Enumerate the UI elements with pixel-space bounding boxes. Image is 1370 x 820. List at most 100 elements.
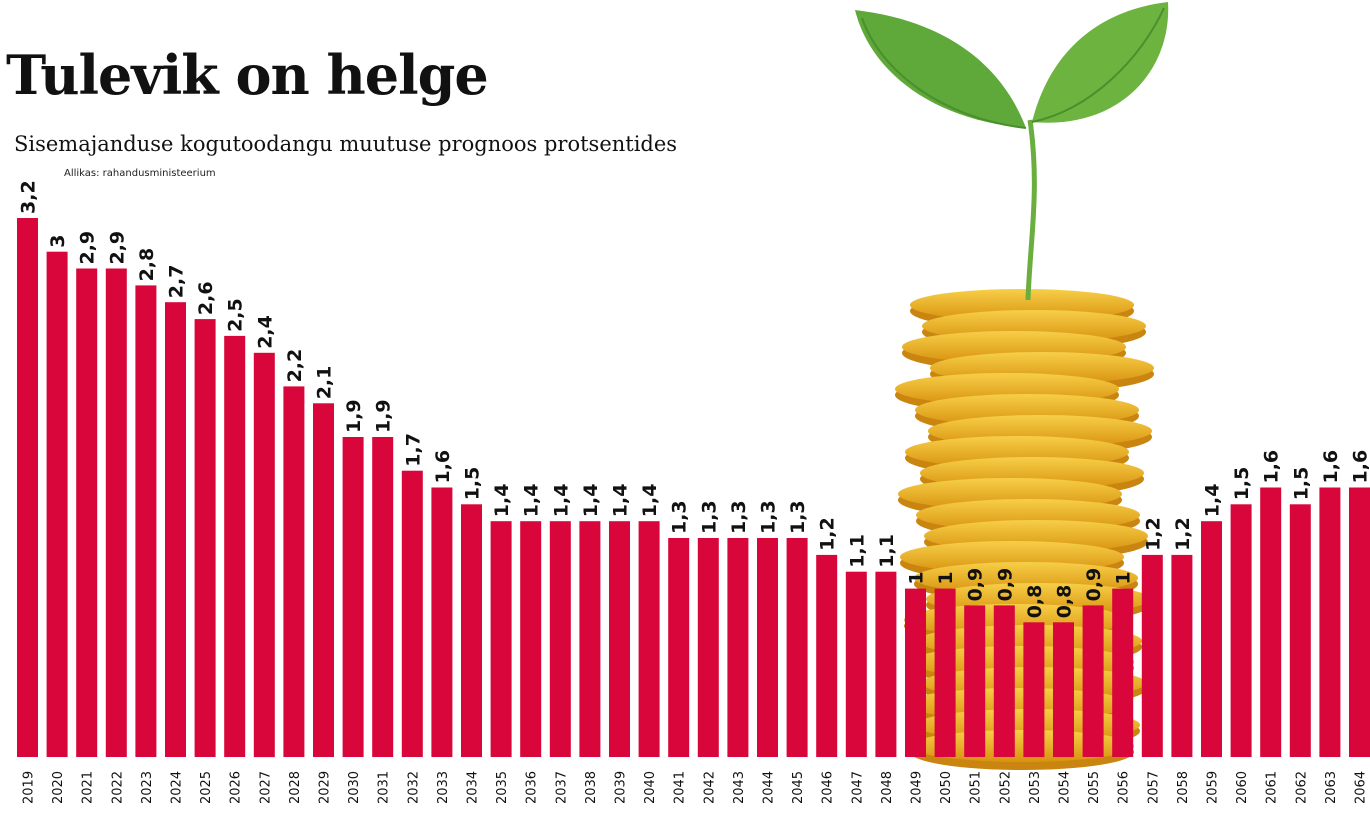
bar-2047 bbox=[845, 571, 867, 757]
value-label-2030: 1,9 bbox=[343, 399, 365, 433]
value-label-2063: 1,6 bbox=[1320, 450, 1342, 484]
x-tick-2054: 2054 bbox=[1058, 771, 1073, 804]
x-tick-2036: 2036 bbox=[525, 771, 540, 804]
value-label-2052: 0,9 bbox=[994, 568, 1016, 602]
x-tick-2048: 2048 bbox=[880, 771, 895, 804]
bar-2058 bbox=[1171, 554, 1193, 757]
value-label-2060: 1,5 bbox=[1231, 467, 1253, 501]
value-label-2055: 0,9 bbox=[1083, 568, 1105, 602]
bar-2049 bbox=[905, 588, 926, 757]
value-label-2051: 0,9 bbox=[965, 568, 987, 602]
bar-2062 bbox=[1289, 504, 1311, 757]
value-label-2056: 1 bbox=[1113, 571, 1135, 584]
x-tick-2039: 2039 bbox=[614, 771, 629, 804]
value-label-2057: 1,2 bbox=[1142, 517, 1164, 551]
x-tick-2059: 2059 bbox=[1206, 771, 1221, 804]
bar-2059 bbox=[1201, 521, 1222, 757]
value-label-2028: 2,2 bbox=[284, 349, 306, 383]
x-tick-2042: 2042 bbox=[702, 771, 717, 804]
value-label-2041: 1,3 bbox=[669, 500, 691, 534]
value-label-2021: 2,9 bbox=[77, 231, 99, 265]
value-label-2027: 2,4 bbox=[254, 315, 276, 349]
value-label-2024: 2,7 bbox=[166, 265, 188, 299]
bar-2043 bbox=[727, 538, 749, 757]
chart-source: Allikas: rahandusministeerium bbox=[64, 168, 216, 179]
value-label-2042: 1,3 bbox=[698, 500, 720, 534]
bar-series bbox=[17, 218, 1370, 758]
bar-2019 bbox=[17, 218, 38, 757]
x-tick-2061: 2061 bbox=[1265, 771, 1280, 804]
value-label-2062: 1,5 bbox=[1290, 467, 1312, 501]
x-tick-2022: 2022 bbox=[110, 771, 125, 804]
bar-2064 bbox=[1349, 487, 1370, 757]
value-label-2020: 3 bbox=[47, 234, 69, 247]
x-tick-2030: 2030 bbox=[347, 771, 362, 804]
bar-2037 bbox=[549, 521, 571, 757]
x-tick-2049: 2049 bbox=[910, 771, 925, 804]
bar-2027 bbox=[253, 352, 275, 758]
bar-2033 bbox=[431, 487, 453, 757]
value-label-2025: 2,6 bbox=[195, 281, 217, 315]
value-label-2048: 1,1 bbox=[876, 534, 898, 568]
x-tick-2058: 2058 bbox=[1176, 771, 1191, 804]
x-tick-2055: 2055 bbox=[1087, 771, 1102, 804]
x-tick-2041: 2041 bbox=[673, 771, 688, 804]
x-tick-2040: 2040 bbox=[643, 771, 658, 804]
bar-2026 bbox=[224, 335, 246, 757]
value-label-2036: 1,4 bbox=[521, 484, 543, 518]
value-labels: 3,2 3 2,9 2,9 2,8 2,7 2,6 2,5 2,4 2,2 2,1 1,9 1,9 1,7… bbox=[18, 180, 1370, 618]
bar-2063 bbox=[1319, 487, 1341, 757]
x-tick-2053: 2053 bbox=[1028, 771, 1043, 804]
bar-2020 bbox=[46, 251, 68, 757]
x-tick-2044: 2044 bbox=[762, 771, 777, 804]
x-tick-2021: 2021 bbox=[81, 771, 96, 804]
bar-2040 bbox=[638, 521, 660, 757]
x-tick-2031: 2031 bbox=[377, 771, 392, 804]
x-tick-2029: 2029 bbox=[318, 771, 333, 804]
x-tick-2034: 2034 bbox=[466, 771, 481, 804]
bar-2054 bbox=[1053, 622, 1074, 758]
x-tick-2024: 2024 bbox=[170, 771, 185, 804]
x-tick-2062: 2062 bbox=[1294, 771, 1309, 804]
x-tick-2060: 2060 bbox=[1235, 771, 1250, 804]
bar-2057 bbox=[1141, 554, 1163, 757]
bar-2021 bbox=[76, 268, 98, 757]
x-tick-2047: 2047 bbox=[850, 771, 865, 804]
x-tick-2026: 2026 bbox=[229, 771, 244, 804]
value-label-2037: 1,4 bbox=[550, 484, 572, 518]
x-tick-2020: 2020 bbox=[51, 771, 66, 804]
bar-2051 bbox=[964, 605, 986, 757]
value-label-2049: 1 bbox=[906, 571, 928, 584]
value-label-2061: 1,6 bbox=[1261, 450, 1283, 484]
x-tick-2050: 2050 bbox=[939, 771, 954, 804]
x-tick-2057: 2057 bbox=[1146, 771, 1161, 804]
x-tick-2046: 2046 bbox=[821, 771, 836, 804]
bar-2029 bbox=[313, 403, 334, 757]
x-tick-2025: 2025 bbox=[199, 771, 214, 804]
value-label-2064: 1,6 bbox=[1350, 450, 1370, 484]
chart-title: Tulevik on helge bbox=[6, 43, 489, 107]
value-label-2054: 0,8 bbox=[1054, 585, 1076, 619]
x-tick-2043: 2043 bbox=[732, 771, 747, 804]
bar-2055 bbox=[1082, 605, 1104, 757]
value-label-2033: 1,6 bbox=[432, 450, 454, 484]
chart-subtitle: Sisemajanduse kogutoodangu muutuse progn… bbox=[14, 132, 678, 156]
bar-2025 bbox=[194, 319, 216, 757]
x-tick-2064: 2064 bbox=[1354, 771, 1369, 804]
bar-2030 bbox=[342, 437, 364, 757]
x-tick-2063: 2063 bbox=[1324, 771, 1339, 804]
x-tick-2045: 2045 bbox=[791, 771, 806, 804]
x-tick-2035: 2035 bbox=[495, 771, 510, 804]
value-label-2050: 1 bbox=[935, 571, 957, 584]
bar-2032 bbox=[401, 470, 423, 757]
bar-2035 bbox=[490, 521, 512, 757]
value-label-2058: 1,2 bbox=[1172, 517, 1194, 551]
value-label-2059: 1,4 bbox=[1202, 484, 1224, 518]
value-label-2022: 2,9 bbox=[106, 231, 128, 265]
bar-2048 bbox=[875, 571, 897, 757]
bar-2045 bbox=[786, 538, 808, 757]
x-tick-2052: 2052 bbox=[998, 771, 1013, 804]
x-tick-2028: 2028 bbox=[288, 771, 303, 804]
bar-2052 bbox=[993, 605, 1015, 757]
